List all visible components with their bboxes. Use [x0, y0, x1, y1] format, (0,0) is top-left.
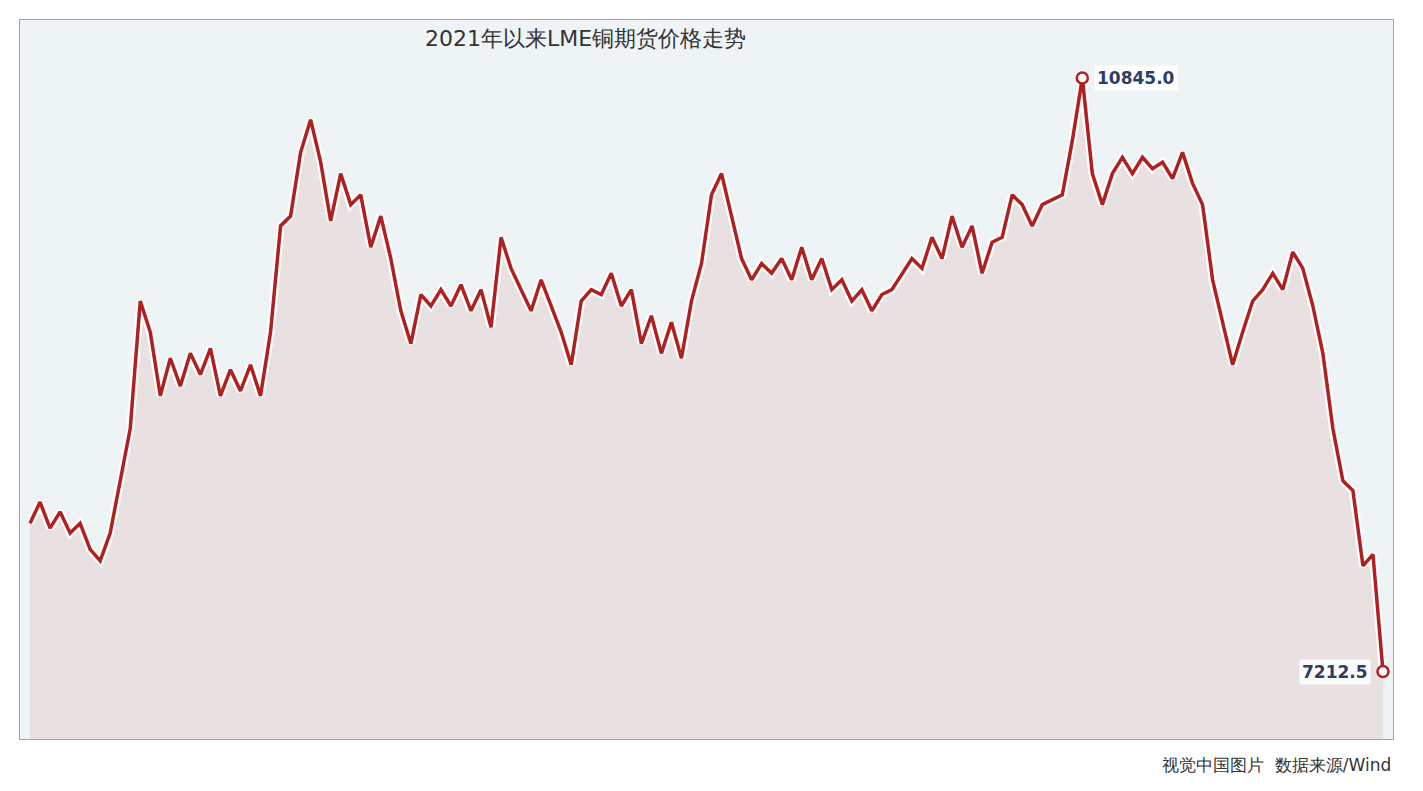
svg-text:2021年以来LME铜期货价格走势: 2021年以来LME铜期货价格走势 [425, 26, 746, 51]
svg-text:10845.0: 10845.0 [1097, 68, 1175, 88]
svg-text:7212.5: 7212.5 [1302, 662, 1368, 682]
svg-text:视觉中国图片 数据来源/Wind: 视觉中国图片 数据来源/Wind [1162, 755, 1391, 775]
